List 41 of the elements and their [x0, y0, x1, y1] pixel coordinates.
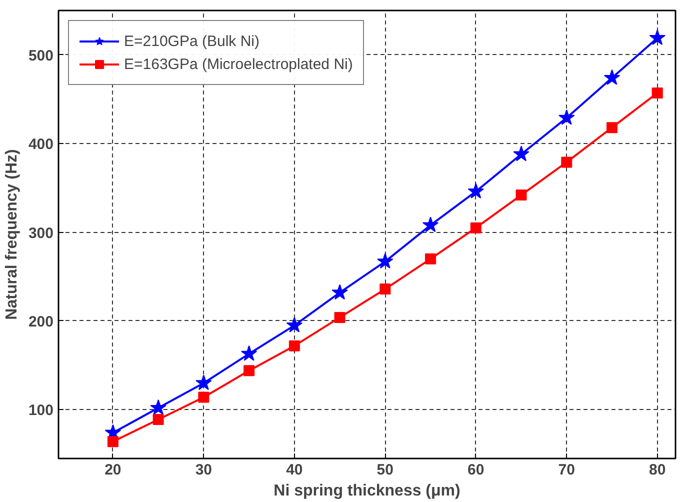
point [244, 365, 255, 376]
x-tick-label: 30 [195, 462, 212, 478]
point [468, 182, 484, 198]
point [558, 109, 575, 125]
x-tick-label: 60 [468, 462, 484, 478]
legend-label: E=163GPa (Microelectroplated Ni) [124, 56, 353, 72]
point [332, 284, 348, 300]
x-tick-label: 40 [286, 462, 303, 478]
point [240, 345, 258, 361]
y-tick-label: 400 [28, 136, 54, 154]
y-tick-label: 100 [28, 402, 54, 420]
point [286, 316, 303, 332]
point [513, 146, 530, 162]
x-tick-label: 80 [649, 462, 666, 478]
legend-label: E=210GPa (Bulk Ni) [124, 32, 260, 50]
point [422, 216, 439, 232]
point [470, 222, 482, 234]
y-tick-label: 500 [28, 47, 54, 64]
x-tick-label: 70 [558, 462, 575, 478]
point [198, 392, 210, 403]
y-tick-label: 200 [28, 313, 54, 330]
point [377, 253, 394, 269]
point [380, 284, 391, 295]
point [288, 340, 300, 352]
point [561, 156, 572, 168]
x-tick-label: 50 [376, 462, 394, 478]
point [652, 88, 663, 99]
point [649, 30, 666, 45]
x-axis-title: Ni spring thickness (μm) [274, 482, 460, 500]
point [425, 253, 436, 264]
y-tick-label: 300 [28, 224, 54, 242]
point [604, 69, 620, 85]
point [606, 122, 618, 134]
point [152, 414, 164, 425]
x-tick-label: 20 [104, 462, 122, 478]
point [196, 374, 212, 390]
point [516, 190, 527, 201]
point [150, 399, 166, 415]
point [107, 436, 118, 448]
point [334, 312, 346, 323]
y-axis-title: Natural frequency (Hz) [3, 149, 20, 320]
